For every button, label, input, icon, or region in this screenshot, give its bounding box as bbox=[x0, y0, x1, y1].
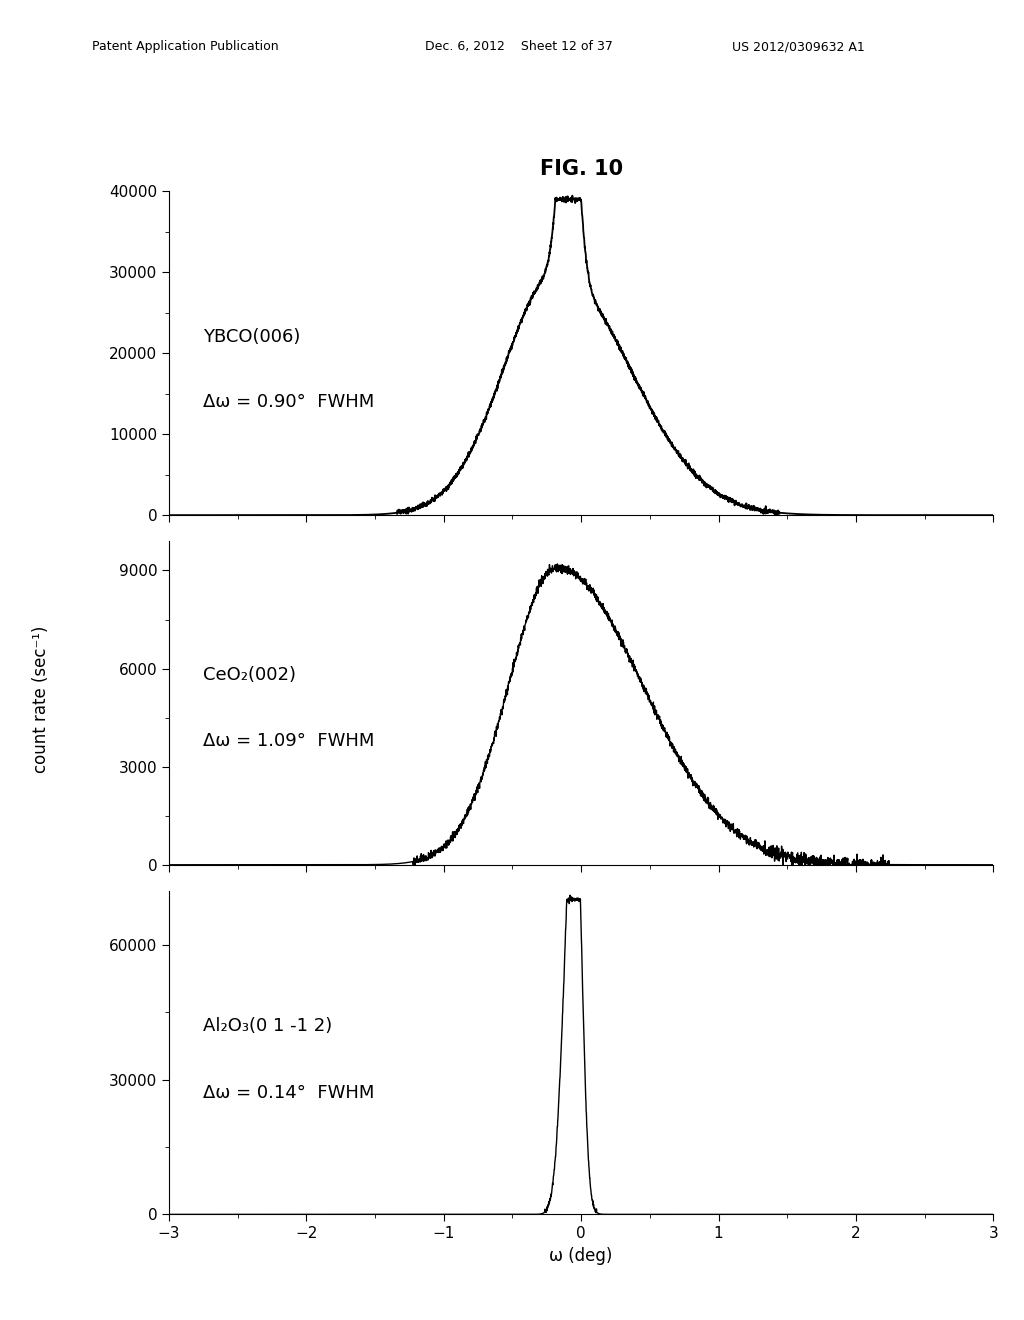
Text: Dec. 6, 2012    Sheet 12 of 37: Dec. 6, 2012 Sheet 12 of 37 bbox=[425, 40, 612, 53]
Text: Δω = 0.90°  FWHM: Δω = 0.90° FWHM bbox=[204, 393, 375, 411]
Text: Δω = 1.09°  FWHM: Δω = 1.09° FWHM bbox=[204, 731, 375, 750]
Text: YBCO(006): YBCO(006) bbox=[204, 329, 301, 346]
Text: CeO₂(002): CeO₂(002) bbox=[204, 667, 296, 684]
Title: FIG. 10: FIG. 10 bbox=[540, 158, 623, 178]
Text: Δω = 0.14°  FWHM: Δω = 0.14° FWHM bbox=[204, 1084, 375, 1102]
Text: count rate (sec⁻¹): count rate (sec⁻¹) bbox=[32, 626, 50, 774]
X-axis label: ω (deg): ω (deg) bbox=[550, 1247, 612, 1265]
Text: Patent Application Publication: Patent Application Publication bbox=[92, 40, 279, 53]
Text: Al₂O₃(0 1 -1 2): Al₂O₃(0 1 -1 2) bbox=[204, 1016, 333, 1035]
Text: US 2012/0309632 A1: US 2012/0309632 A1 bbox=[732, 40, 865, 53]
